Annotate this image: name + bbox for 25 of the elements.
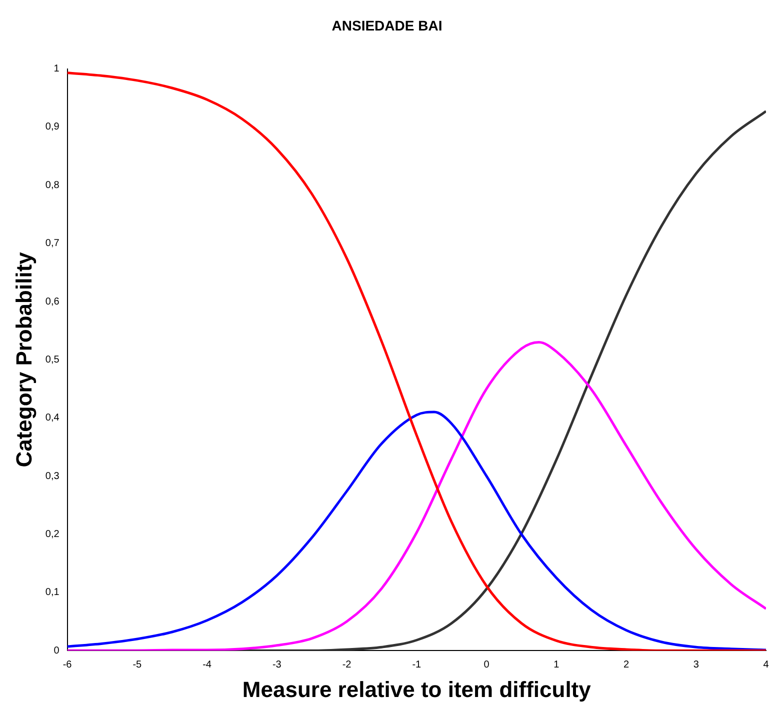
x-tick-label: -6 [62, 659, 72, 670]
x-tick-label: -3 [272, 659, 282, 670]
y-tick-label: 0,2 [45, 528, 60, 540]
y-tick-label: 0,7 [45, 238, 60, 250]
x-tick-label: 0 [484, 659, 490, 670]
x-tick-label: 3 [693, 659, 700, 670]
x-tick-label: -1 [412, 659, 422, 670]
y-tick-label: 0 [54, 645, 60, 656]
y-tick-label: 0,1 [45, 587, 60, 598]
x-tick-label: 4 [763, 659, 770, 670]
y-tick-label: 1 [54, 64, 60, 75]
x-axis-title: Measure relative to item difficulty [242, 676, 592, 702]
x-tick-label: 2 [623, 659, 630, 670]
y-tick-label: 0,4 [45, 412, 60, 424]
y-axis-title: Category Probability [11, 251, 36, 468]
y-tick-label: 0,3 [45, 470, 60, 482]
y-tick-label: 0,8 [45, 180, 60, 191]
x-tick-label: 1 [554, 659, 560, 670]
chart-title: ANSIEDADE BAI [332, 17, 442, 34]
y-tick-label: 0,6 [45, 296, 60, 308]
y-tick-label: 0,9 [45, 122, 60, 133]
x-tick-label: -5 [132, 659, 142, 670]
y-tick-label: 0,5 [45, 354, 60, 366]
x-tick-label: -4 [202, 659, 212, 670]
x-tick-label: -2 [342, 659, 352, 670]
